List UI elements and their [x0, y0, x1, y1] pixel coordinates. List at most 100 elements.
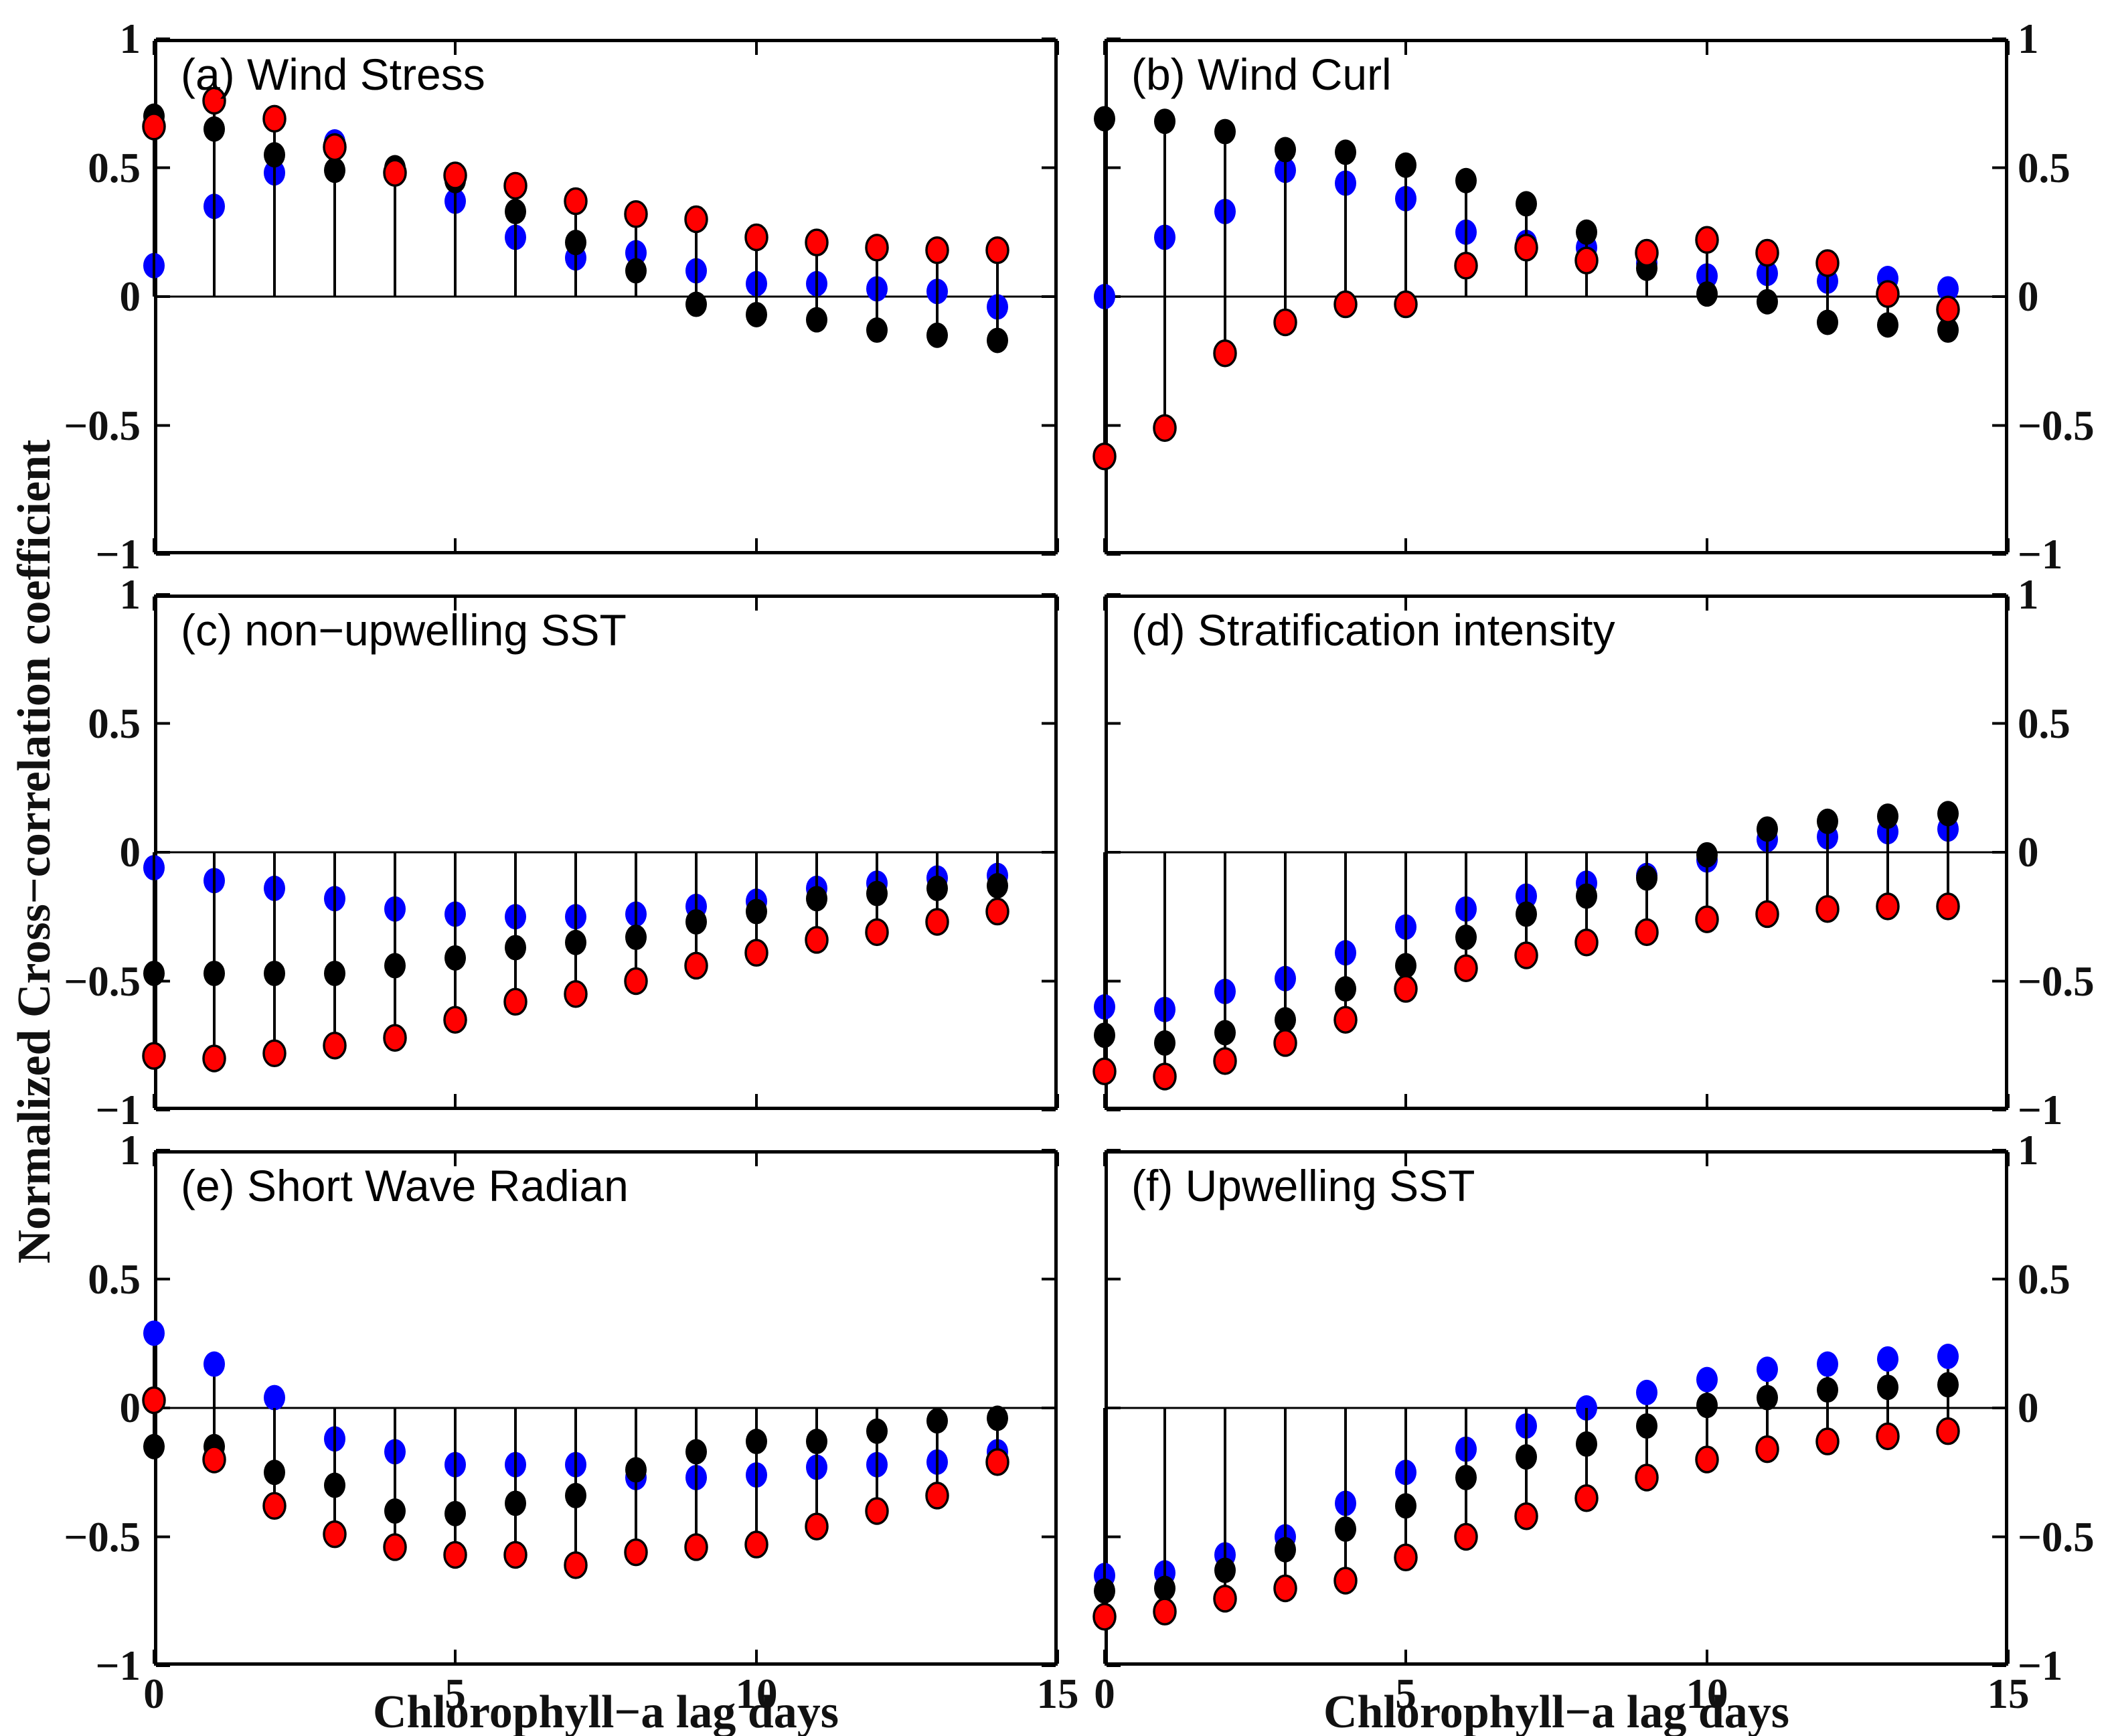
- stem-markers-red: [1092, 892, 1960, 1091]
- marker-red: [1514, 1502, 1538, 1530]
- marker-red: [202, 1044, 226, 1073]
- marker-red: [323, 1520, 347, 1549]
- marker-black: [746, 301, 767, 327]
- marker-black: [143, 1433, 165, 1459]
- stem-lines-red: [153, 100, 999, 297]
- marker-red: [323, 133, 347, 161]
- marker-black: [1757, 1385, 1778, 1411]
- marker-red: [564, 980, 588, 1008]
- panel-border: [154, 39, 1058, 554]
- panel-title: (c) non−upwelling SST: [181, 605, 627, 655]
- marker-black: [1516, 191, 1537, 217]
- marker-red: [202, 86, 226, 115]
- marker-red: [1153, 1597, 1177, 1626]
- marker-red: [1574, 246, 1599, 274]
- marker-red: [805, 1512, 829, 1541]
- marker-blue: [204, 1351, 225, 1377]
- marker-red: [564, 1551, 588, 1579]
- marker-blue: [1696, 1366, 1718, 1393]
- marker-red: [744, 939, 768, 967]
- y-tick-label-left: 0.5: [88, 700, 141, 747]
- x-tick-label: 15: [1036, 1670, 1079, 1717]
- panel-title: (a) Wind Stress: [181, 50, 485, 99]
- marker-red: [1153, 414, 1177, 443]
- y-tick-label-right: −0.5: [2018, 1513, 2095, 1561]
- y-tick-label-right: −1: [2018, 1087, 2063, 1133]
- panel-stratification-intensity: (d) Stratification intensity: [1092, 593, 2010, 1111]
- y-tick-label-left: 1: [119, 1127, 141, 1174]
- marker-red: [1574, 929, 1599, 957]
- y-tick-label-left: 0: [119, 829, 141, 876]
- marker-black: [866, 317, 888, 343]
- stem-lines-black: [1103, 119, 1949, 331]
- marker-black: [1696, 1393, 1718, 1419]
- marker-red: [262, 104, 287, 133]
- marker-red: [1755, 900, 1779, 929]
- stem-markers-red: [1092, 1417, 1960, 1631]
- x-tick-label: 5: [444, 1670, 466, 1717]
- marker-red: [443, 1006, 467, 1034]
- y-tick-label-right: 0.5: [2018, 144, 2071, 191]
- marker-red: [503, 1541, 528, 1569]
- x-tick-label: 10: [1686, 1670, 1728, 1717]
- y-tick-label-right: 0.5: [2018, 700, 2071, 747]
- marker-red: [684, 205, 708, 234]
- marker-red: [323, 1032, 347, 1060]
- stem-plot-wind-stress: [142, 37, 1059, 556]
- marker-red: [1514, 234, 1538, 262]
- marker-red: [1394, 290, 1418, 319]
- stem-markers-blue: [1094, 1344, 1959, 1589]
- marker-red: [1876, 892, 1900, 921]
- y-tick-label-left: 0: [119, 273, 141, 320]
- x-tick-label: 0: [1094, 1670, 1115, 1717]
- marker-red: [142, 1386, 166, 1415]
- marker-black: [1395, 152, 1416, 178]
- marker-red: [1394, 975, 1418, 1003]
- marker-red: [985, 1448, 1009, 1476]
- stem-markers-black: [1094, 1372, 1959, 1604]
- stem-markers-red: [142, 86, 1009, 264]
- marker-blue: [143, 1320, 165, 1346]
- marker-red: [1876, 1422, 1900, 1451]
- y-tick-label-left: 1: [119, 571, 141, 618]
- marker-red: [624, 1538, 648, 1567]
- marker-red: [1635, 1464, 1659, 1492]
- panel-border: [1105, 595, 2008, 1110]
- y-tick-label-right: −0.5: [2018, 402, 2095, 449]
- stem-lines-red: [153, 1400, 999, 1565]
- marker-red: [1695, 905, 1719, 933]
- marker-red: [1454, 252, 1478, 280]
- marker-red: [1755, 1435, 1779, 1464]
- stem-markers-black: [143, 1405, 1008, 1526]
- marker-red: [383, 1024, 407, 1052]
- stem-markers-red: [142, 1386, 1009, 1579]
- y-tick-label-left: −0.5: [64, 957, 141, 1005]
- stem-lines-red: [153, 852, 999, 1058]
- marker-red: [1213, 1585, 1237, 1613]
- marker-red: [1815, 894, 1840, 923]
- marker-black: [1094, 106, 1115, 132]
- marker-red: [1635, 238, 1659, 267]
- marker-red: [262, 1492, 287, 1520]
- marker-red: [1092, 1057, 1117, 1085]
- panel-short-wave-radian: (e) Short Wave Radian: [142, 1149, 1059, 1667]
- y-tick-label-left: 1: [119, 15, 141, 62]
- marker-blue: [1937, 276, 1959, 302]
- marker-red: [1273, 1029, 1297, 1057]
- marker-red: [1333, 1567, 1358, 1595]
- marker-red: [1514, 941, 1538, 969]
- panel-title: (f) Upwelling SST: [1131, 1161, 1475, 1210]
- marker-black: [1757, 289, 1778, 315]
- y-tick-label-left: −1: [95, 1642, 141, 1689]
- marker-red: [1333, 1006, 1358, 1034]
- x-axis-label-left: Chlorophyll−a lag days: [372, 1686, 839, 1736]
- marker-black: [987, 327, 1008, 353]
- marker-red: [383, 159, 407, 187]
- y-tick-label-right: 1: [2018, 1127, 2039, 1174]
- y-tick-label-right: −1: [2018, 531, 2063, 578]
- stem-plot-stratification-intensity: [1092, 593, 2010, 1111]
- marker-red: [1454, 1522, 1478, 1551]
- panel-upwelling-sst: (f) Upwelling SST: [1092, 1149, 2010, 1667]
- marker-black: [1937, 1372, 1959, 1398]
- marker-red: [1454, 954, 1478, 982]
